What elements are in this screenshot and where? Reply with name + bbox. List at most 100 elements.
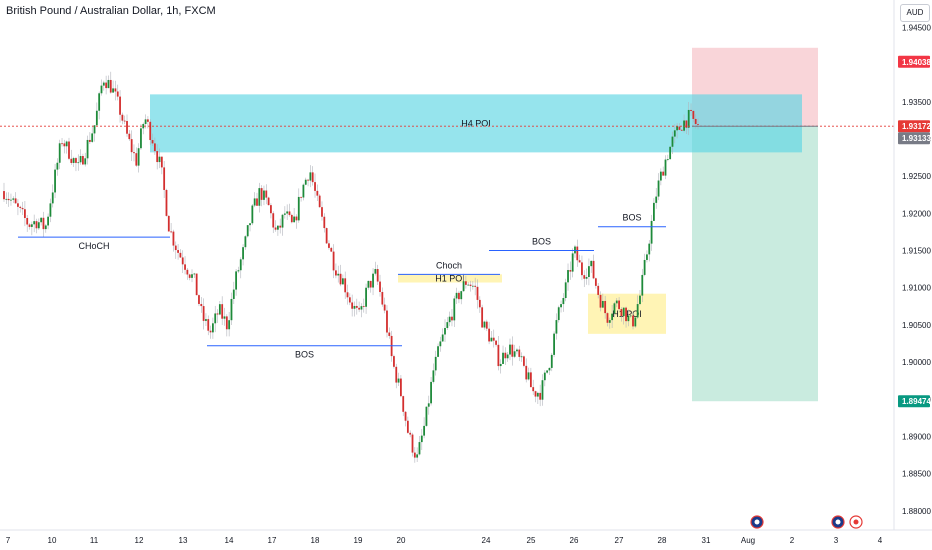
candle-body [527,372,530,380]
candle-body [260,188,263,200]
take-profit-zone[interactable] [692,126,818,402]
candle-body [58,143,61,163]
candle-body [383,304,386,311]
time-axis[interactable]: 7 10 11 12 13 14 17 18 19 20 24 25 26 27 28 31 Aug 2 3 4 [0,529,932,545]
candle-body [627,315,630,322]
candle-body [290,214,293,223]
candle-body [613,303,616,314]
candle-body [374,269,377,274]
candle-body [590,260,593,267]
candle-body [242,247,244,260]
candle-body [100,85,103,94]
candle-body [462,281,465,292]
candle-body [397,378,400,383]
candle-body [641,274,644,296]
price-tag-bg [898,132,930,145]
candle-body [395,366,398,383]
candle-body [416,454,419,458]
au-flag-icon[interactable] [750,515,764,529]
candle-body [576,246,579,261]
candle-body [402,396,405,412]
candle-body [283,213,286,215]
candle-body [79,156,82,163]
candle-body [632,315,634,327]
price-tick-label: 1.92500 [902,172,931,181]
candle-body [594,278,597,286]
candle-body [209,330,212,333]
candle-body [464,281,467,285]
candle-body [51,192,54,204]
zones-layer: H4 POI H1 POI H1 POI [150,47,818,402]
candle-body [112,88,114,93]
candle-body [418,442,421,455]
candle-body [601,300,604,308]
candle-body [441,334,444,342]
symbol-title: British Pound / Australian Dollar, 1h, F… [6,5,216,17]
candle-body [44,225,47,230]
candle-body [655,196,658,203]
candle-body [458,292,460,300]
candle-body [223,316,226,319]
price-tick-label: 1.90000 [902,358,931,367]
candle-body [492,337,495,341]
candle-body [502,352,504,364]
candle-body [518,349,521,357]
candle-body [351,302,354,309]
candle-body [274,227,277,230]
candle-body [70,158,73,163]
candle-body [239,259,242,271]
lines-layer: CHoCH BOS Choch BOS BOS [0,125,894,360]
price-tick-label: 1.91000 [902,284,931,293]
candle-body [88,139,91,142]
candle-body [469,284,472,286]
candle-body [82,156,84,165]
candle-body [367,280,370,288]
au-flag-icon[interactable] [831,515,845,529]
price-tag-grey: 1.93133 [898,132,931,145]
candle-body [293,216,296,223]
candle-body [694,118,697,125]
candle-body [228,320,231,330]
candle-body [548,367,551,371]
bos-line-3-label: BOS [622,213,641,223]
candle-body [135,153,138,166]
candle-body [63,143,66,147]
candle-body [186,269,189,275]
currency-button[interactable]: AUD [900,4,930,22]
h4-poi-zone[interactable] [150,94,802,153]
candle-body [687,109,690,128]
candle-body [304,179,307,185]
candle-body [555,320,558,334]
gb-flag-icon[interactable] [849,515,863,529]
candle-body [267,197,270,206]
candle-body [362,306,365,307]
candle-body [420,435,423,443]
candle-body [478,299,481,308]
candle-body [198,295,200,304]
candle-body [123,120,126,122]
candle-body [620,309,623,317]
candle-body [625,307,627,322]
candle-body [578,260,581,263]
date-tick-label: 26 [570,536,579,545]
candle-body [86,139,89,159]
candle-body [666,159,669,160]
candle-body [615,300,618,304]
h1-poi-zone-label: H1 POI [435,273,465,283]
price-tag-stop: 1.94038 [898,55,931,68]
h1-poi-zone[interactable] [398,274,502,283]
candle-body [511,344,514,357]
candle-body [49,203,52,217]
candle-body [546,370,549,373]
candle-body [685,120,688,128]
date-tick-label: 18 [311,536,320,545]
candle-body [360,306,363,310]
candle-body [539,392,542,400]
date-tick-label: 20 [397,536,406,545]
candle-body [448,316,451,323]
price-axis[interactable]: 1.945001.935001.930001.925001.920001.915… [893,0,931,530]
candle-body [218,304,221,315]
candle-body [200,303,203,307]
candle-body [525,365,528,380]
